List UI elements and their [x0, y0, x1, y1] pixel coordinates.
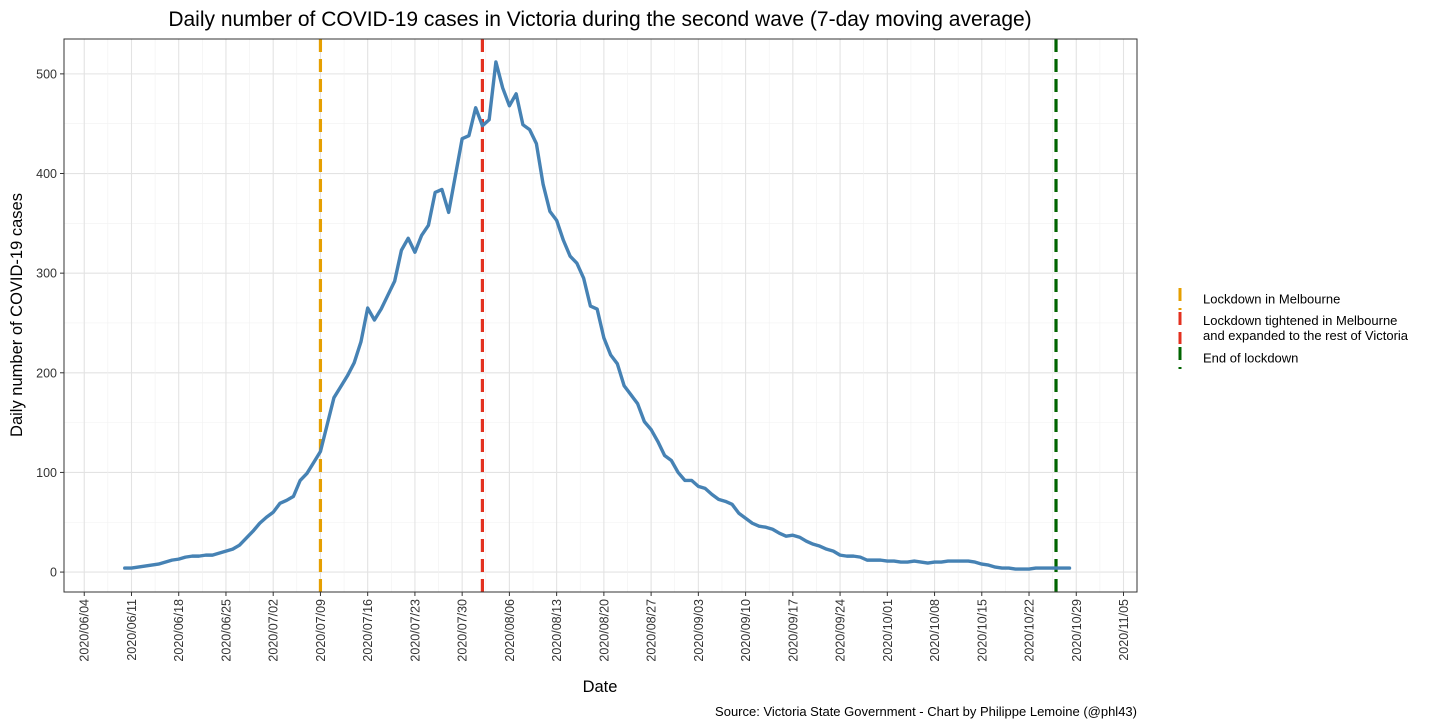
x-tick-label: 2020/08/06 — [503, 599, 517, 662]
x-tick-label: 2020/10/08 — [928, 599, 942, 662]
x-tick-label: 2020/06/25 — [219, 599, 233, 662]
legend-label-3: End of lockdown — [1203, 351, 1298, 366]
x-tick-label: 2020/07/16 — [361, 599, 375, 662]
x-tick-label: 2020/09/17 — [786, 599, 800, 662]
y-tick-label: 500 — [36, 67, 57, 81]
x-axis: 2020/06/04 2020/06/11 2020/06/18 2020/06/25… — [78, 592, 1131, 662]
y-axis-title: Daily number of COVID-19 cases — [8, 193, 26, 437]
y-tick-label: 300 — [36, 267, 57, 281]
legend-label-2: and expanded to the rest of Victoria — [1203, 328, 1409, 343]
x-tick-label: 2020/10/15 — [975, 599, 989, 662]
x-tick-label: 2020/06/18 — [172, 599, 186, 662]
y-tick-label: 100 — [36, 466, 57, 480]
x-tick-label: 2020/07/02 — [267, 599, 281, 662]
y-tick-label: 400 — [36, 167, 57, 181]
legend-label-2: Lockdown tightened in Melbourne — [1203, 313, 1397, 328]
x-tick-label: 2020/07/09 — [314, 599, 328, 662]
legend-label-1: Lockdown in Melbourne — [1203, 292, 1340, 307]
x-tick-label: 2020/10/01 — [881, 599, 895, 662]
legend: Lockdown in Melbourne Lockdown tightened … — [1178, 288, 1409, 369]
x-tick-label: 2020/10/29 — [1070, 599, 1084, 662]
x-tick-label: 2020/07/23 — [408, 599, 422, 662]
x-tick-label: 2020/10/22 — [1023, 599, 1037, 662]
plot-panel — [64, 39, 1137, 592]
chart-title: Daily number of COVID-19 cases in Victor… — [168, 8, 1031, 31]
x-tick-label: 2020/07/30 — [456, 599, 470, 662]
source-caption: Source: Victoria State Government - Char… — [715, 704, 1137, 719]
plot-border — [63, 38, 1138, 593]
x-tick-label: 2020/09/10 — [739, 599, 753, 662]
x-tick-label: 2020/06/04 — [78, 599, 92, 662]
x-tick-label: 2020/09/24 — [834, 599, 848, 662]
y-axis: 0 100 200 300 400 500 — [36, 67, 64, 580]
x-tick-label: 2020/11/05 — [1117, 599, 1131, 661]
event-lines — [318, 39, 1058, 592]
y-tick-label: 200 — [36, 366, 57, 380]
y-tick-label: 0 — [50, 566, 57, 580]
x-axis-title: Date — [583, 678, 618, 696]
x-tick-label: 2020/08/20 — [597, 599, 611, 662]
x-tick-label: 2020/08/27 — [645, 599, 659, 662]
x-tick-label: 2020/08/13 — [550, 599, 564, 662]
x-tick-label: 2020/09/03 — [692, 599, 706, 662]
x-tick-label: 2020/06/11 — [125, 599, 139, 661]
series-line — [123, 60, 1072, 571]
